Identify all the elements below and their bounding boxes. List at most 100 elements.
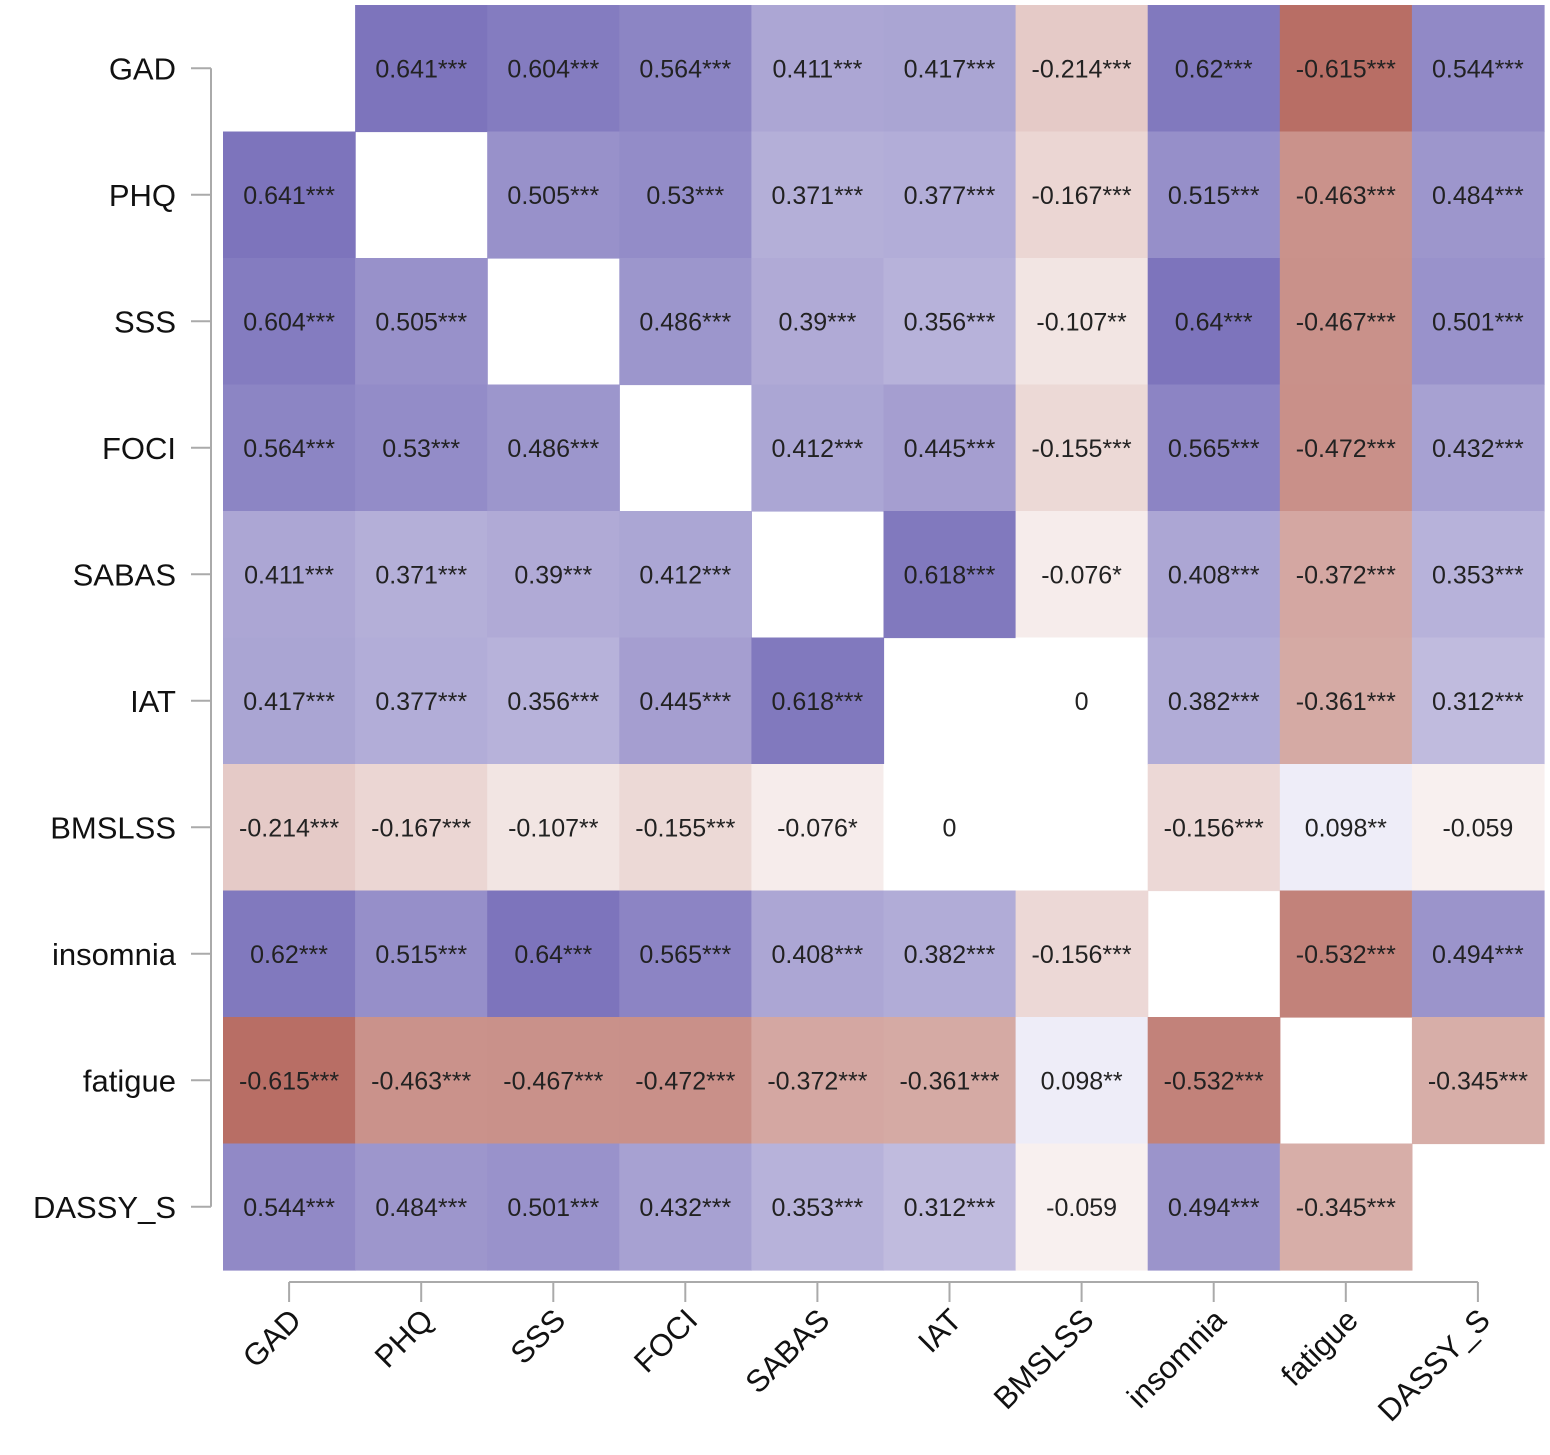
heatmap-cell-BMSLSS-SABAS bbox=[751, 764, 885, 892]
heatmap-cell-BMSLSS-PHQ bbox=[355, 764, 488, 892]
heatmap-cell-DASSY_S-FOCI bbox=[619, 1143, 752, 1271]
cell-label-SABAS-GAD: 0.411*** bbox=[244, 561, 334, 589]
cell-label-SABAS-SSS: 0.39*** bbox=[514, 561, 592, 589]
cell-label-IAT-BMSLSS: 0 bbox=[1075, 688, 1089, 716]
cell-label-SSS-fatigue: -0.467*** bbox=[1296, 308, 1396, 336]
heatmap-cell-SABAS-FOCI bbox=[619, 511, 752, 639]
heatmap-cells bbox=[223, 5, 1545, 1271]
heatmap-cell-IAT-insomnia bbox=[1147, 637, 1281, 765]
cell-label-DASSY_S-FOCI: 0.432*** bbox=[639, 1194, 731, 1222]
cell-label-SABAS-fatigue: -0.372*** bbox=[1296, 561, 1396, 589]
heatmap-cell-fatigue-insomnia bbox=[1147, 1017, 1281, 1145]
cell-label-DASSY_S-SSS: 0.501*** bbox=[507, 1194, 599, 1222]
heatmap-cell-insomnia-IAT bbox=[883, 890, 1017, 1018]
heatmap-cell-BMSLSS-GAD bbox=[223, 764, 356, 892]
y-axis: GAD PHQ SSS FOCI SABAS IAT BMSLSS insomnia fatig… bbox=[33, 51, 212, 1225]
cell-label-DASSY_S-PHQ: 0.484*** bbox=[375, 1194, 467, 1222]
y-tick-label-SABAS: SABAS bbox=[73, 557, 176, 592]
cell-label-SSS-BMSLSS: -0.107** bbox=[1036, 308, 1127, 336]
x-tick-label-PHQ: PHQ bbox=[368, 1302, 440, 1374]
x-tick-label-BMSLSS: BMSLSS bbox=[987, 1302, 1101, 1416]
heatmap-cell-SABAS-SSS bbox=[487, 511, 620, 639]
cell-label-PHQ-DASSY_S: 0.484*** bbox=[1432, 182, 1524, 210]
cell-label-insomnia-IAT: 0.382*** bbox=[904, 941, 996, 969]
heatmap-cell-FOCI-insomnia bbox=[1147, 384, 1281, 512]
cell-label-FOCI-IAT: 0.445*** bbox=[904, 435, 996, 463]
heatmap-cell-PHQ-fatigue bbox=[1279, 131, 1413, 259]
cell-label-BMSLSS-GAD: -0.214*** bbox=[239, 814, 339, 842]
cell-label-fatigue-IAT: -0.361*** bbox=[899, 1067, 999, 1095]
cell-label-fatigue-SABAS: -0.372*** bbox=[767, 1067, 867, 1095]
cell-label-PHQ-insomnia: 0.515*** bbox=[1168, 182, 1260, 210]
x-tick-label-insomnia: insomnia bbox=[1120, 1302, 1233, 1415]
heatmap-cell-insomnia-SSS bbox=[487, 890, 620, 1018]
cell-label-fatigue-BMSLSS: 0.098** bbox=[1041, 1067, 1123, 1095]
heatmap-cell-GAD-DASSY_S bbox=[1411, 5, 1545, 133]
heatmap-cell-BMSLSS-fatigue bbox=[1279, 764, 1413, 892]
heatmap-cell-GAD-insomnia bbox=[1147, 5, 1281, 133]
heatmap-cell-BMSLSS-DASSY_S bbox=[1411, 764, 1545, 892]
heatmap-cell-GAD-IAT bbox=[883, 5, 1017, 133]
y-tick-label-IAT: IAT bbox=[130, 684, 176, 719]
cell-label-SABAS-PHQ: 0.371*** bbox=[375, 561, 467, 589]
heatmap-cell-GAD-SSS bbox=[487, 5, 620, 133]
heatmap-cell-FOCI-BMSLSS bbox=[1015, 384, 1149, 512]
heatmap-cell-SSS-fatigue bbox=[1279, 258, 1413, 386]
cell-label-GAD-insomnia: 0.62*** bbox=[1175, 55, 1253, 83]
cell-label-IAT-DASSY_S: 0.312*** bbox=[1432, 688, 1524, 716]
heatmap-cell-insomnia-SABAS bbox=[751, 890, 885, 1018]
cell-label-GAD-DASSY_S: 0.544*** bbox=[1432, 55, 1524, 83]
cell-label-SABAS-DASSY_S: 0.353*** bbox=[1432, 561, 1524, 589]
heatmap-cell-SABAS-BMSLSS bbox=[1015, 511, 1149, 639]
heatmap-cell-SABAS-GAD bbox=[223, 511, 356, 639]
cell-label-FOCI-insomnia: 0.565*** bbox=[1168, 435, 1260, 463]
cell-label-fatigue-SSS: -0.467*** bbox=[503, 1067, 603, 1095]
y-tick-label-fatigue: fatigue bbox=[83, 1063, 176, 1098]
cell-label-PHQ-BMSLSS: -0.167*** bbox=[1032, 182, 1132, 210]
heatmap-cell-BMSLSS-SSS bbox=[487, 764, 620, 892]
cell-label-fatigue-GAD: -0.615*** bbox=[239, 1067, 339, 1095]
x-tick-label-DASSY_S: DASSY_S bbox=[1371, 1302, 1497, 1428]
cell-label-IAT-PHQ: 0.377*** bbox=[375, 688, 467, 716]
heatmap-cell-fatigue-DASSY_S bbox=[1411, 1017, 1545, 1145]
heatmap-cell-DASSY_S-SABAS bbox=[751, 1143, 885, 1271]
heatmap-cell-SSS-FOCI bbox=[619, 258, 752, 386]
heatmap-cell-FOCI-DASSY_S bbox=[1411, 384, 1545, 512]
heatmap-cell-SABAS-IAT bbox=[883, 511, 1017, 639]
cell-label-PHQ-GAD: 0.641*** bbox=[243, 182, 335, 210]
heatmap-cell-SABAS-insomnia bbox=[1147, 511, 1281, 639]
heatmap-cell-BMSLSS-insomnia bbox=[1147, 764, 1281, 892]
heatmap-cell-DASSY_S-PHQ bbox=[355, 1143, 488, 1271]
x-axis: GAD PHQ SSS FOCI SABAS IAT BMSLSS insomnia fatig… bbox=[236, 1281, 1497, 1428]
heatmap-cell-IAT-FOCI bbox=[619, 637, 752, 765]
cell-label-PHQ-SABAS: 0.371*** bbox=[772, 182, 864, 210]
heatmap-cell-insomnia-GAD bbox=[223, 890, 356, 1018]
cell-label-DASSY_S-fatigue: -0.345*** bbox=[1296, 1194, 1396, 1222]
y-tick-label-PHQ: PHQ bbox=[109, 178, 176, 213]
cell-label-insomnia-PHQ: 0.515*** bbox=[375, 941, 467, 969]
cell-label-DASSY_S-insomnia: 0.494*** bbox=[1168, 1194, 1260, 1222]
heatmap-cell-PHQ-BMSLSS bbox=[1015, 131, 1149, 259]
cell-label-SSS-DASSY_S: 0.501*** bbox=[1432, 308, 1524, 336]
y-tick-label-SSS: SSS bbox=[114, 304, 176, 339]
heatmap-cell-DASSY_S-IAT bbox=[883, 1143, 1017, 1271]
heatmap-cell-DASSY_S-insomnia bbox=[1147, 1143, 1281, 1271]
cell-label-insomnia-FOCI: 0.565*** bbox=[639, 941, 731, 969]
cell-label-SABAS-insomnia: 0.408*** bbox=[1168, 561, 1260, 589]
cell-label-FOCI-DASSY_S: 0.432*** bbox=[1432, 435, 1524, 463]
cell-label-SSS-IAT: 0.356*** bbox=[904, 308, 996, 336]
heatmap-cell-DASSY_S-GAD bbox=[223, 1143, 356, 1271]
cell-label-IAT-FOCI: 0.445*** bbox=[639, 688, 731, 716]
heatmap-cell-SSS-insomnia bbox=[1147, 258, 1281, 386]
heatmap-cell-DASSY_S-BMSLSS bbox=[1015, 1143, 1149, 1271]
heatmap-cell-FOCI-fatigue bbox=[1279, 384, 1413, 512]
heatmap-cell-PHQ-insomnia bbox=[1147, 131, 1281, 259]
heatmap-cell-BMSLSS-IAT bbox=[883, 764, 1017, 892]
heatmap-cell-SABAS-PHQ bbox=[355, 511, 488, 639]
heatmap-cell-FOCI-SSS bbox=[487, 384, 620, 512]
heatmap-cell-IAT-PHQ bbox=[355, 637, 488, 765]
cell-label-BMSLSS-SABAS: -0.076* bbox=[777, 814, 858, 842]
heatmap-cell-fatigue-SSS bbox=[487, 1017, 620, 1145]
cell-label-GAD-fatigue: -0.615*** bbox=[1296, 55, 1396, 83]
